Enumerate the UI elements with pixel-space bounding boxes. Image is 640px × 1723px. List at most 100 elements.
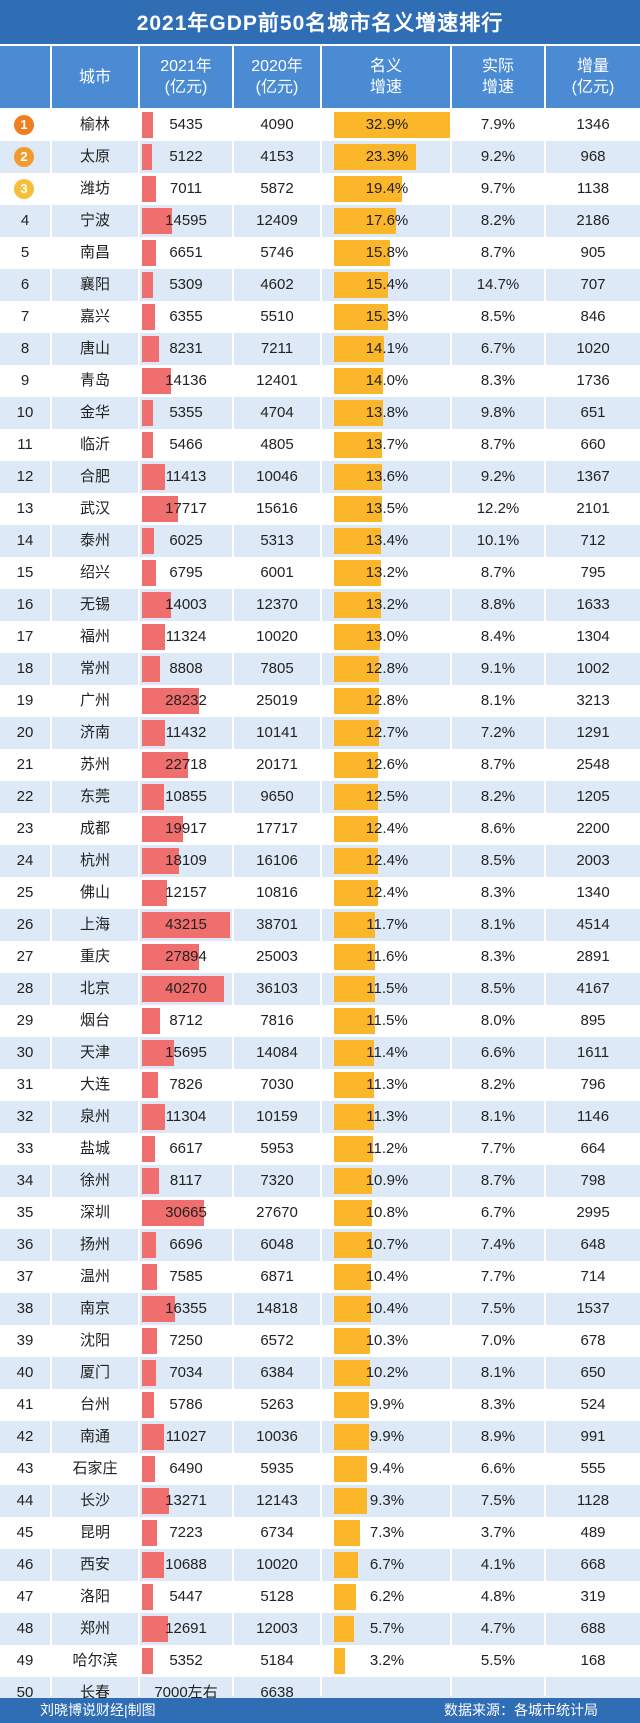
city-cell: 合肥 — [79, 468, 110, 485]
gdp-2021-bar — [142, 336, 159, 362]
nominal-growth-bar — [334, 1200, 372, 1226]
column-divider — [450, 46, 452, 1696]
gdp-2020-value: 7805 — [260, 660, 294, 677]
footer-source: 数据来源：各城市统计局 — [444, 1702, 598, 1718]
city-cell: 杭州 — [79, 852, 110, 869]
nominal-growth-bar — [334, 528, 381, 554]
rank-cell: 44 — [16, 1492, 34, 1509]
gdp-2020-value: 4805 — [260, 436, 294, 453]
nominal-growth-value: 13.6% — [365, 468, 409, 485]
real-growth-value: 7.9% — [480, 116, 516, 133]
gdp-2021-value: 5309 — [169, 276, 203, 293]
real-growth-value: 4.7% — [480, 1620, 516, 1637]
rank-cell: 45 — [16, 1524, 34, 1541]
nominal-growth-value: 12.6% — [365, 756, 409, 773]
nominal-growth-value: 10.7% — [365, 1236, 409, 1253]
rank-cell: 21 — [16, 756, 34, 773]
gdp-2020-value: 14084 — [256, 1044, 298, 1061]
nominal-growth-value: 12.4% — [365, 884, 409, 901]
gdp-2021-value: 11304 — [165, 1108, 207, 1125]
gdp-2021-value: 17717 — [165, 500, 207, 517]
gdp-2021-bar — [142, 1168, 159, 1194]
increase-value: 319 — [580, 1588, 606, 1605]
city-cell: 无锡 — [79, 596, 110, 613]
gdp-2021-bar — [142, 496, 178, 522]
rank-cell: 25 — [16, 884, 34, 901]
nominal-growth-value: 12.7% — [365, 724, 409, 741]
real-growth-value: 7.2% — [480, 724, 516, 741]
header-gdp-2020: 2020年 (亿元) — [234, 46, 320, 108]
city-cell: 广州 — [79, 692, 110, 709]
real-growth-value: 10.1% — [476, 532, 520, 549]
gdp-2021-bar — [142, 1072, 158, 1098]
nominal-growth-value: 11.5% — [366, 980, 408, 997]
gdp-2020-value: 7030 — [260, 1076, 294, 1093]
gdp-2021-bar — [142, 848, 179, 874]
nominal-growth-value: 11.2% — [366, 1140, 408, 1157]
rank-cell: 24 — [16, 852, 34, 869]
increase-value: 712 — [580, 532, 606, 549]
gdp-2021-bar — [142, 944, 199, 970]
gdp-2021-value: 7000左右 — [154, 1684, 218, 1701]
nominal-growth-bar — [334, 1456, 367, 1482]
gdp-2021-bar — [142, 1360, 156, 1386]
gdp-2021-bar — [142, 1424, 164, 1450]
real-growth-value: 7.5% — [480, 1300, 516, 1317]
increase-value: 668 — [580, 1556, 606, 1573]
real-growth-value: 8.1% — [480, 916, 516, 933]
city-cell: 昆明 — [79, 1524, 110, 1541]
gdp-2021-bar — [142, 560, 156, 586]
gdp-2021-bar — [142, 1296, 175, 1322]
real-growth-value: 8.5% — [480, 980, 516, 997]
nominal-growth-bar — [334, 464, 382, 490]
real-growth-value: 8.1% — [480, 692, 516, 709]
gdp-2021-value: 7585 — [169, 1268, 203, 1285]
increase-value: 555 — [580, 1460, 606, 1477]
nominal-growth-bar — [334, 592, 381, 618]
nominal-growth-value: 9.9% — [369, 1396, 405, 1413]
gdp-2021-bar — [142, 656, 160, 682]
real-growth-value: 8.3% — [480, 372, 516, 389]
gdp-2021-value: 5466 — [169, 436, 203, 453]
gdp-2021-bar — [142, 784, 164, 810]
real-growth-value: 8.4% — [480, 628, 516, 645]
gdp-2021-value: 6651 — [169, 244, 203, 261]
city-cell: 福州 — [79, 628, 110, 645]
increase-value: 168 — [580, 1652, 606, 1669]
gdp-2021-bar — [142, 720, 165, 746]
increase-value: 2200 — [576, 820, 610, 837]
rank-cell: 20 — [16, 724, 34, 741]
gdp-2020-value: 12003 — [256, 1620, 298, 1637]
gdp-2021-bar — [142, 208, 172, 234]
increase-value: 796 — [580, 1076, 606, 1093]
increase-value: 660 — [580, 436, 606, 453]
gdp-2021-value: 8231 — [169, 340, 203, 357]
real-growth-value: 6.7% — [480, 1204, 516, 1221]
rank-cell: 33 — [16, 1140, 34, 1157]
city-cell: 南通 — [79, 1428, 110, 1445]
city-cell: 唐山 — [79, 340, 110, 357]
real-growth-value: 4.8% — [480, 1588, 516, 1605]
nominal-growth-bar — [334, 112, 450, 138]
gdp-2021-bar — [142, 1488, 169, 1514]
real-growth-value: 8.6% — [480, 820, 516, 837]
real-growth-value: 8.3% — [480, 948, 516, 965]
city-cell: 嘉兴 — [79, 308, 110, 325]
city-cell: 郑州 — [79, 1620, 110, 1637]
city-cell: 长春 — [79, 1684, 110, 1701]
nominal-growth-bar — [334, 848, 378, 874]
city-cell: 临沂 — [79, 436, 110, 453]
rank-cell: 7 — [20, 308, 30, 325]
gdp-2021-value: 5435 — [169, 116, 203, 133]
real-growth-value: 14.7% — [476, 276, 520, 293]
gdp-2021-value: 5352 — [169, 1652, 203, 1669]
header-gdp-2021: 2021年 (亿元) — [140, 46, 232, 108]
header-rank — [0, 46, 50, 108]
increase-value: 648 — [580, 1236, 606, 1253]
gdp-2021-value: 8117 — [169, 1172, 203, 1189]
increase-value: 1002 — [576, 660, 610, 677]
nominal-growth-value: 10.4% — [365, 1268, 409, 1285]
real-growth-value: 7.7% — [480, 1140, 516, 1157]
rank-cell: 23 — [16, 820, 34, 837]
real-growth-value: 9.7% — [480, 180, 516, 197]
